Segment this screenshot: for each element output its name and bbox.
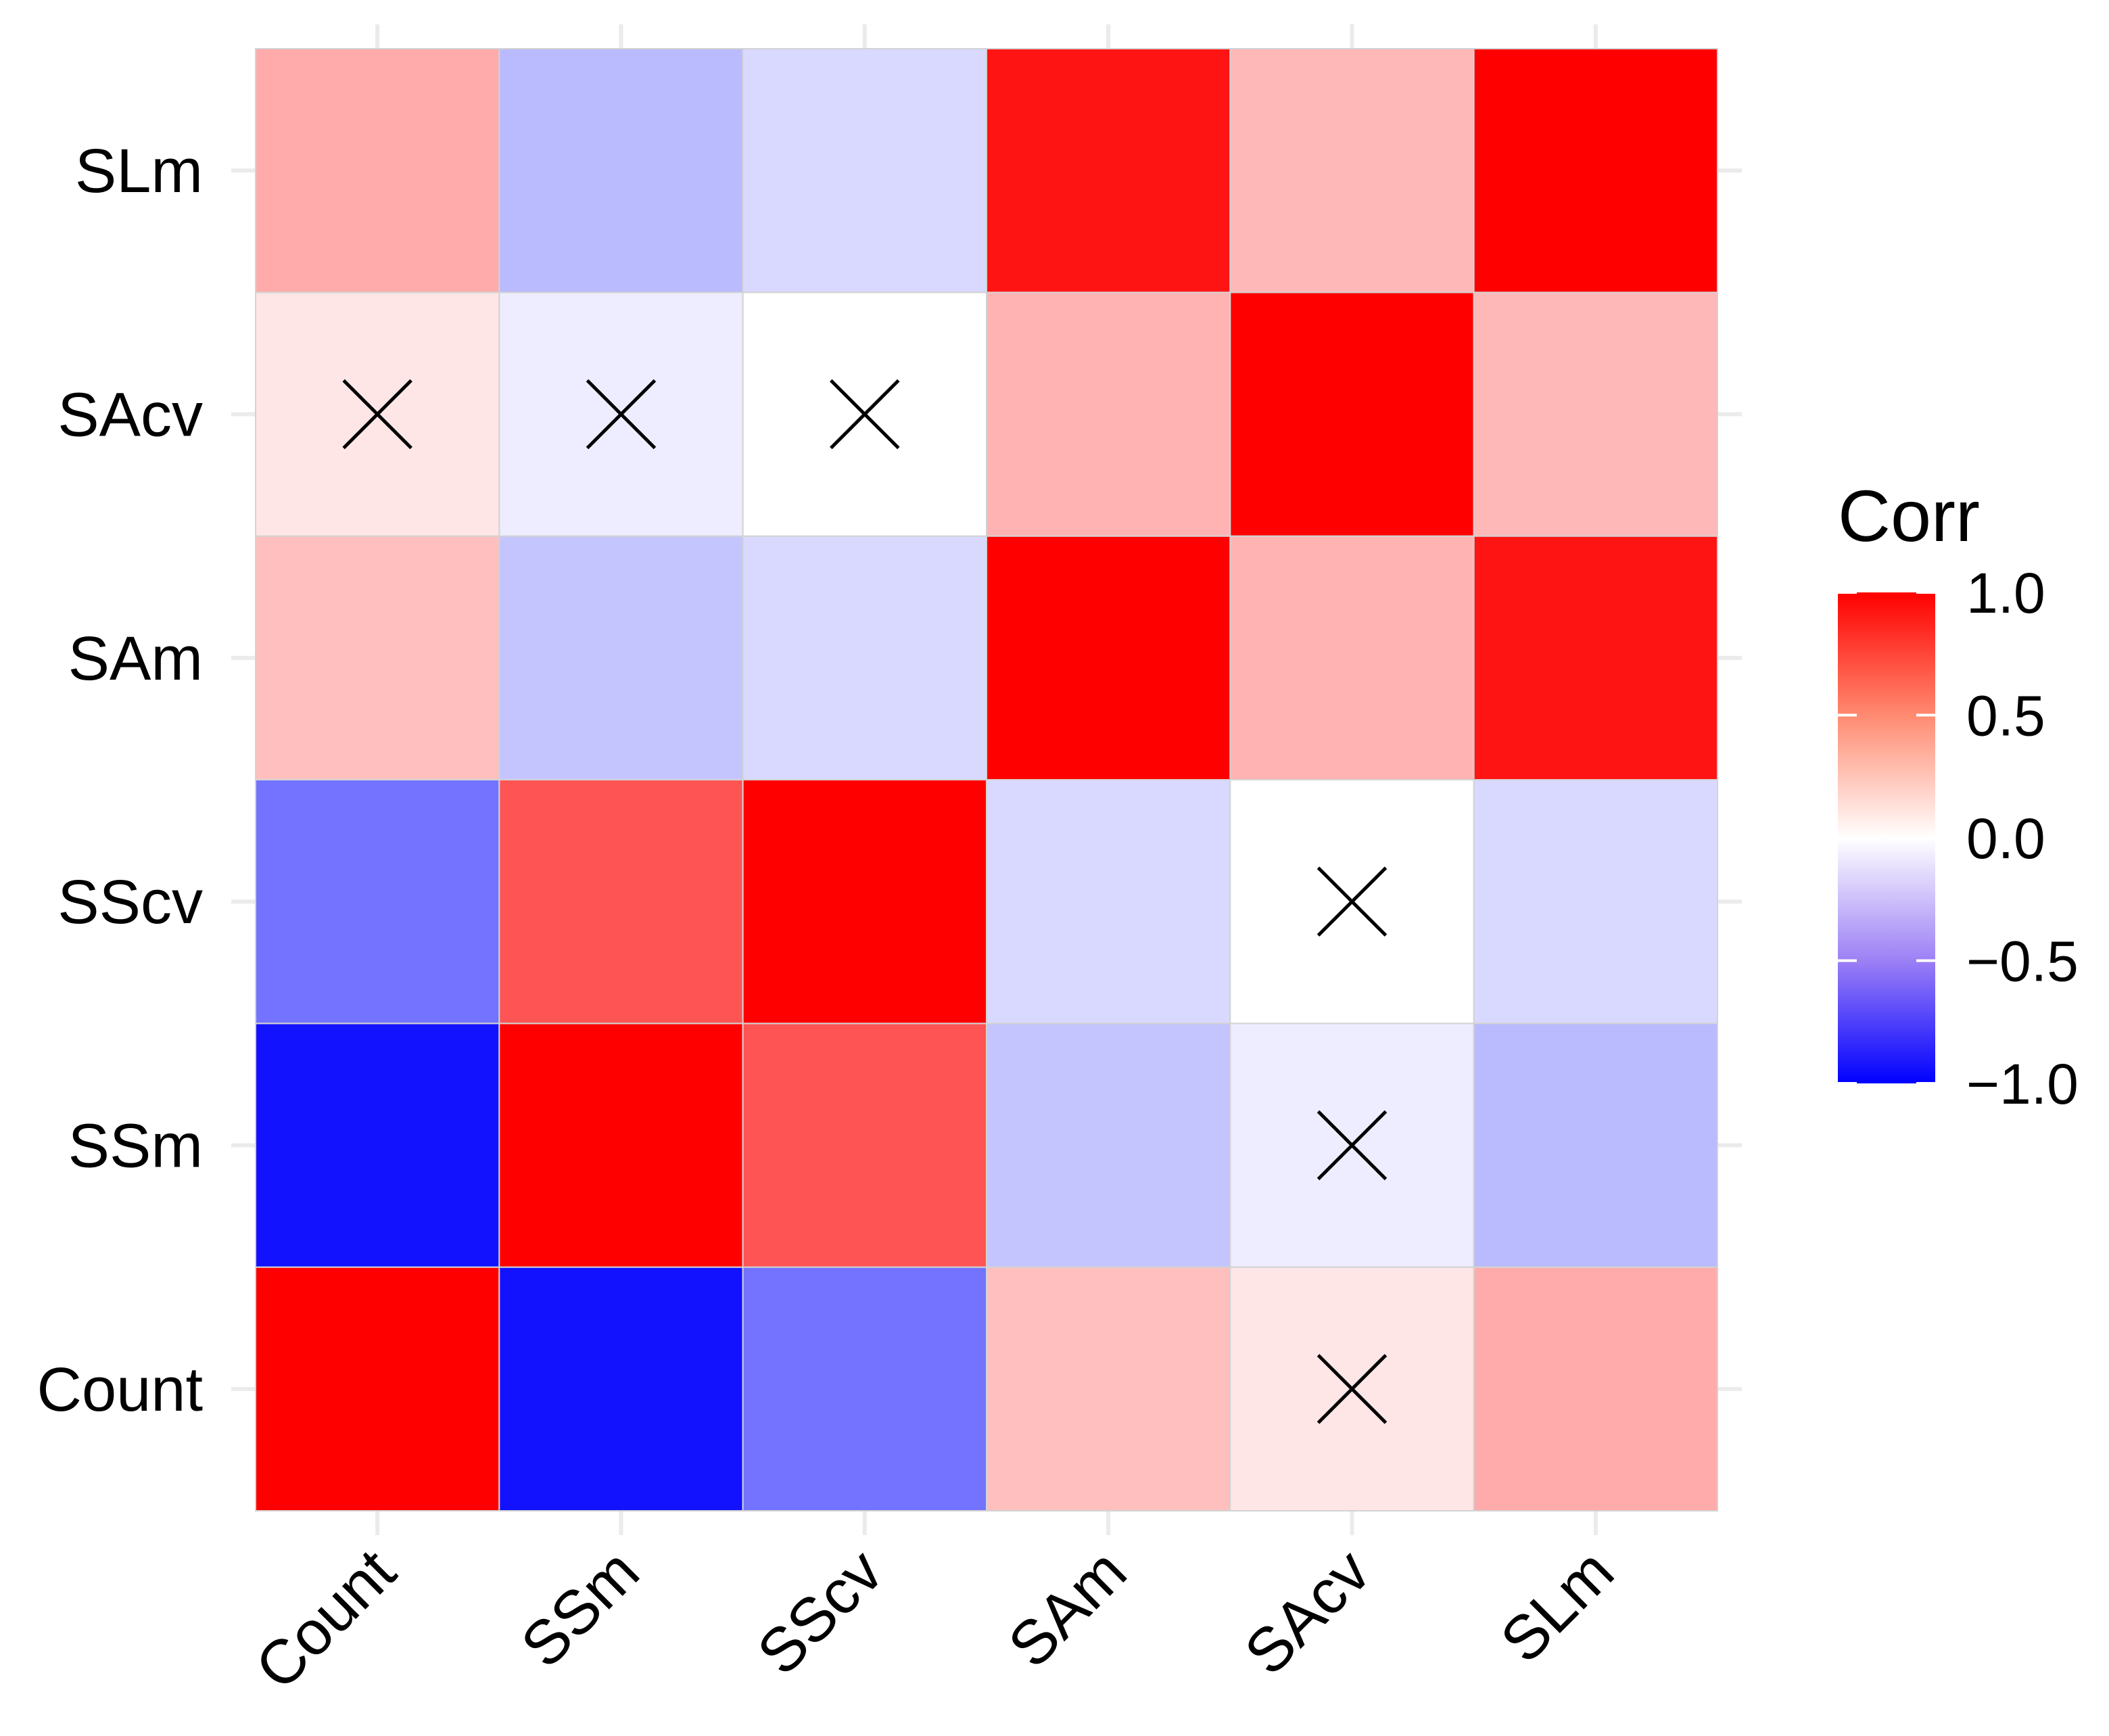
heatmap-cell-ssm-sam (986, 1023, 1231, 1268)
heatmap-cell-count-sscv (742, 1266, 987, 1511)
heatmap-cell-sam-sscv (742, 535, 987, 781)
heatmap-cell-slm-ssm (498, 48, 744, 294)
heatmap-cell-sacv-sam (986, 291, 1231, 537)
heatmap-cell-sscv-sam (986, 779, 1231, 1025)
heatmap-cell-slm-sacv (1229, 48, 1475, 294)
heatmap-cell-ssm-slm (1473, 1023, 1719, 1268)
insignificance-markers (342, 379, 1388, 1424)
insignificant-marker (1317, 866, 1388, 937)
x-tick-label: SSm (508, 1536, 653, 1681)
heatmap-cell-ssm-count (255, 1023, 500, 1268)
heatmap-cell-slm-slm (1473, 48, 1719, 294)
heatmap-cell-sscv-ssm (498, 779, 744, 1025)
legend-tick-label: −0.5 (1966, 930, 2079, 993)
heatmap-cell-sam-sacv (1229, 535, 1475, 781)
heatmap-cell-count-ssm (498, 1266, 744, 1511)
heatmap-cell-sam-count (255, 535, 500, 781)
heatmap-cell-ssm-ssm (498, 1023, 744, 1268)
x-tick-label: SAm (995, 1536, 1139, 1681)
heatmap-cell-count-sam (986, 1266, 1231, 1511)
heatmap-cell-sscv-slm (1473, 779, 1719, 1025)
legend-tick-label: 0.0 (1966, 807, 2045, 870)
x-tick-label: SAcv (1232, 1536, 1383, 1688)
insignificant-marker (342, 379, 412, 450)
legend-title: Corr (1838, 475, 1980, 557)
insignificant-marker (1317, 1110, 1388, 1181)
y-tick-label: SAm (68, 624, 203, 693)
heatmap-cell-sacv-slm (1473, 291, 1719, 537)
legend-tick-label: 1.0 (1966, 561, 2045, 625)
heatmap-cell-count-count (255, 1266, 500, 1511)
insignificant-marker (1317, 1354, 1388, 1424)
x-tick-label: SLm (1488, 1536, 1627, 1676)
legend-tick-label: 0.5 (1966, 684, 2045, 748)
y-tick-label: SAcv (57, 381, 203, 450)
y-tick-label: SSm (68, 1112, 203, 1181)
heatmap-cell-sam-ssm (498, 535, 744, 781)
insignificant-marker (830, 379, 900, 450)
heatmap-cell-slm-sscv (742, 48, 987, 294)
y-tick-label: SLm (75, 137, 203, 206)
insignificant-marker (586, 379, 657, 450)
heatmap-cell-sscv-count (255, 779, 500, 1025)
y-tick-label: Count (37, 1355, 204, 1424)
heatmap-cell-ssm-sscv (742, 1023, 987, 1268)
heatmap-cell-slm-sam (986, 48, 1231, 294)
heatmap-cell-sscv-sscv (742, 779, 987, 1025)
x-tick-label: SScv (744, 1536, 896, 1688)
x-tick-label: Count (243, 1536, 409, 1703)
x-axis: Count SSm SScv SAm SAcv SLm (243, 1536, 1627, 1703)
legend-tick-label: −1.0 (1966, 1052, 2079, 1116)
heatmap-cell-sacv-sacv (1229, 291, 1475, 537)
y-axis: Count SSm SScv SAm SAcv SLm (37, 137, 204, 1424)
legend: Corr 1.0 0.5 0.0 −0.5 −1.0 (1838, 475, 2079, 1116)
heatmap-cell-slm-count (255, 48, 500, 294)
heatmap-cell-sam-sam (986, 535, 1231, 781)
heatmap-cell-count-slm (1473, 1266, 1719, 1511)
heatmap-cell-sam-slm (1473, 535, 1719, 781)
heatmap-cells (255, 48, 1719, 1511)
y-tick-label: SScv (57, 868, 203, 937)
